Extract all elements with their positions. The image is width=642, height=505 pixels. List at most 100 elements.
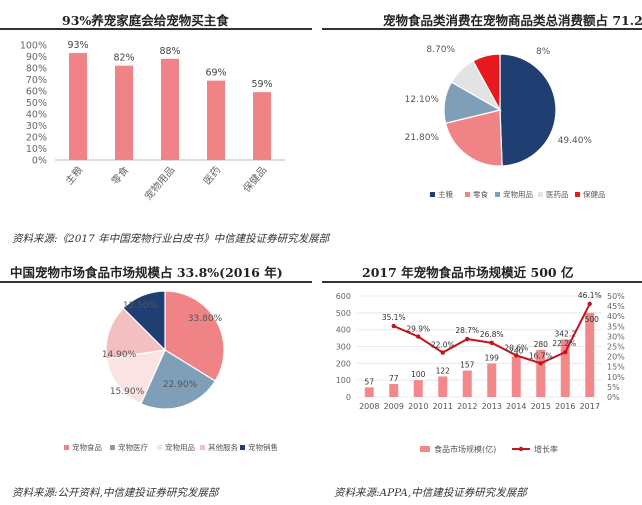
bar [161, 58, 179, 160]
bar [536, 349, 546, 397]
y-tick-label: 400 [336, 326, 351, 335]
legend-swatch [110, 445, 115, 450]
bar-data-label: 280 [534, 340, 549, 349]
y-tick-label: 600 [336, 292, 351, 301]
y2-tick-label: 20% [607, 353, 625, 362]
bar [511, 356, 521, 397]
bar-data-label: 77 [389, 374, 399, 383]
food-market-size-combo-chart: 01002003004005006000%5%10%15%20%25%30%35… [336, 291, 625, 454]
x-tick-label: 医药 [201, 164, 223, 187]
bar-data-label: 240 [509, 347, 524, 356]
x-tick-label: 2016 [555, 402, 575, 411]
x-tick-label: 2011 [433, 402, 453, 411]
y-tick-label: 100% [20, 41, 47, 52]
line-data-label: 26.8% [480, 330, 504, 339]
x-tick-label: 保健品 [240, 164, 269, 195]
bl-chart-title: 中国宠物市场食品市场规模占 33.8%(2016 年) [10, 265, 283, 280]
food-consumption-share-pie: 49.40% 21.80% 12.10% 8.70% 8% 主粮 零食 宠物用品 医药品 保健品 [405, 45, 606, 199]
bar-data-label: 82% [113, 53, 134, 64]
bar [207, 80, 225, 160]
growth-rate-point [391, 323, 396, 329]
legend-label-line: 增长率 [534, 444, 558, 454]
line-data-label: 22.2% [552, 339, 576, 348]
bar-data-label: 59% [251, 79, 272, 90]
x-tick-label: 2013 [482, 402, 502, 411]
slice-data-label: 15.90% [110, 387, 145, 397]
pet-market-share-pie: 33.80% 22.90% 15.90% 14.90% 12.50% 宠物食品 宠物医疗 宠物… [64, 290, 278, 452]
legend-swatch [240, 445, 245, 450]
legend-swatch [495, 192, 500, 197]
br-title-rule [322, 281, 642, 283]
line-data-label: 28.7% [455, 326, 479, 335]
top-source-note: 资料来源:《2017 年中国宠物行业白皮书》中信建投证券研究发展部 [12, 233, 330, 245]
y-tick-label: 100 [336, 376, 351, 385]
slice-data-label: 8% [536, 47, 551, 57]
tl-title-rule [0, 28, 312, 30]
slice-data-label: 14.90% [102, 350, 137, 360]
bar [69, 53, 87, 160]
y-tick-label: 0 [346, 393, 351, 402]
y-tick-label: 70% [26, 75, 47, 86]
br-source-note: 资料来源:APPA,中信建投证券研究发展部 [334, 487, 527, 499]
bar [585, 312, 595, 397]
bar-data-label: 500 [585, 315, 600, 324]
y2-tick-label: 0% [607, 393, 620, 402]
y-tick-label: 90% [26, 52, 47, 63]
legend-label: 零食 [473, 189, 488, 199]
growth-rate-point [416, 334, 421, 339]
line-data-label: 46.1% [578, 291, 602, 300]
bar-data-label: 199 [485, 354, 500, 363]
bar-data-label: 88% [159, 46, 180, 57]
legend-swatch-bars [420, 446, 430, 452]
y-tick-label: 300 [336, 343, 351, 352]
pie-slice [499, 53, 557, 167]
bar-data-label: 122 [436, 366, 451, 375]
y-tick-label: 200 [336, 359, 351, 368]
bar [253, 92, 271, 160]
legend-swatch [538, 192, 543, 197]
tr-title-rule [322, 28, 642, 30]
legend-label: 宠物用品 [503, 189, 533, 199]
main-food-purchase-bar-chart: 0%10%20%30%40%50%60%70%80%90%100% 93% 主粮 82… [20, 40, 285, 203]
legend-label: 其他服务 [208, 442, 238, 452]
growth-rate-point [514, 353, 519, 358]
legend-label: 主粮 [438, 189, 453, 199]
x-tick-label: 2015 [531, 402, 551, 411]
bar [560, 339, 570, 397]
y2-tick-label: 25% [607, 343, 625, 352]
slice-data-label: 12.50% [123, 301, 158, 311]
growth-rate-point [538, 361, 543, 366]
legend-swatch [430, 192, 435, 197]
y2-tick-label: 5% [607, 383, 620, 392]
y-tick-label: 40% [26, 110, 47, 121]
bl-source-note: 资料来源:公开资料,中信建投证券研究发展部 [12, 487, 219, 499]
pie-slice [105, 307, 167, 360]
line-data-label: 35.1% [382, 313, 406, 322]
legend-label-bars: 食品市场规模(亿) [434, 444, 496, 454]
pie-slice [140, 349, 217, 410]
y2-tick-label: 45% [607, 302, 625, 311]
y2-tick-label: 35% [607, 322, 625, 331]
bar [413, 380, 423, 397]
bl-title-rule [0, 281, 312, 283]
x-tick-label: 2010 [408, 402, 428, 411]
slice-data-label: 12.10% [405, 95, 440, 105]
pie-slice [122, 290, 166, 352]
bar-data-label: 157 [460, 361, 475, 370]
legend-swatch [64, 445, 69, 450]
y2-tick-label: 40% [607, 312, 625, 321]
pie-slice [444, 109, 503, 167]
y-tick-label: 80% [26, 64, 47, 75]
bar [438, 376, 448, 397]
x-tick-label: 2008 [359, 402, 379, 411]
line-data-label: 16.7% [529, 351, 553, 360]
y-tick-label: 10% [26, 144, 47, 155]
bar-data-label: 100 [411, 370, 426, 379]
y2-tick-label: 15% [607, 363, 625, 372]
line-data-label: 22.0% [431, 341, 455, 350]
bar-data-label: 93% [67, 40, 88, 51]
y2-tick-label: 10% [607, 373, 625, 382]
x-tick-label: 零食 [108, 164, 131, 188]
tr-chart-title: 宠物食品类消费在宠物商品类总消费额占 71.2% [383, 13, 642, 28]
slice-data-label: 33.80% [188, 314, 223, 324]
